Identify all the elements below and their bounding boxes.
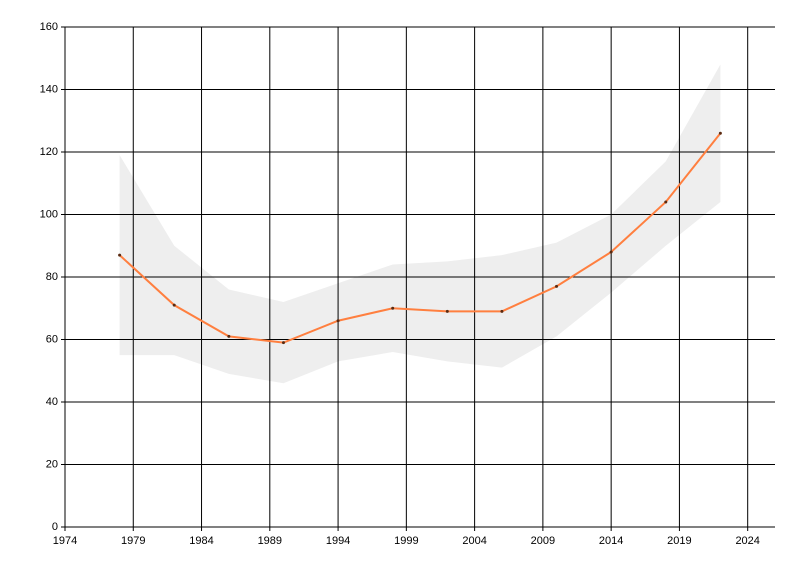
point — [336, 319, 340, 323]
point — [445, 309, 449, 313]
point — [555, 284, 559, 288]
x-tick-label: 1984 — [189, 535, 213, 547]
point — [118, 253, 122, 257]
x-tick-label: 1989 — [258, 535, 282, 547]
y-tick-label: 100 — [40, 208, 58, 220]
y-tick-label: 140 — [40, 83, 58, 95]
confidence-band — [119, 64, 721, 384]
point — [227, 334, 231, 338]
y-tick-label: 60 — [46, 333, 58, 345]
x-tick-label: 2004 — [462, 535, 486, 547]
y-tick-label: 40 — [46, 396, 58, 408]
x-tick-label: 2024 — [735, 535, 759, 547]
y-tick-label: 80 — [46, 271, 58, 283]
y-tick-label: 0 — [52, 521, 58, 533]
x-tick-label: 1979 — [121, 535, 145, 547]
x-tick-label: 1999 — [394, 535, 418, 547]
x-tick-label: 1994 — [326, 535, 350, 547]
point — [281, 341, 285, 345]
y-tick-label: 120 — [40, 146, 58, 158]
y-tick-label: 20 — [46, 458, 58, 470]
x-tick-label: 2019 — [667, 535, 691, 547]
x-tick-label: 2014 — [599, 535, 623, 547]
point — [664, 200, 668, 204]
x-tick-label: 2009 — [531, 535, 555, 547]
point — [718, 131, 722, 135]
point — [609, 250, 613, 254]
x-tick-label: 1974 — [53, 535, 77, 547]
line — [118, 132, 722, 344]
point — [391, 306, 395, 310]
point — [500, 309, 504, 313]
y-tick-label: 160 — [40, 21, 58, 33]
point — [172, 303, 176, 307]
